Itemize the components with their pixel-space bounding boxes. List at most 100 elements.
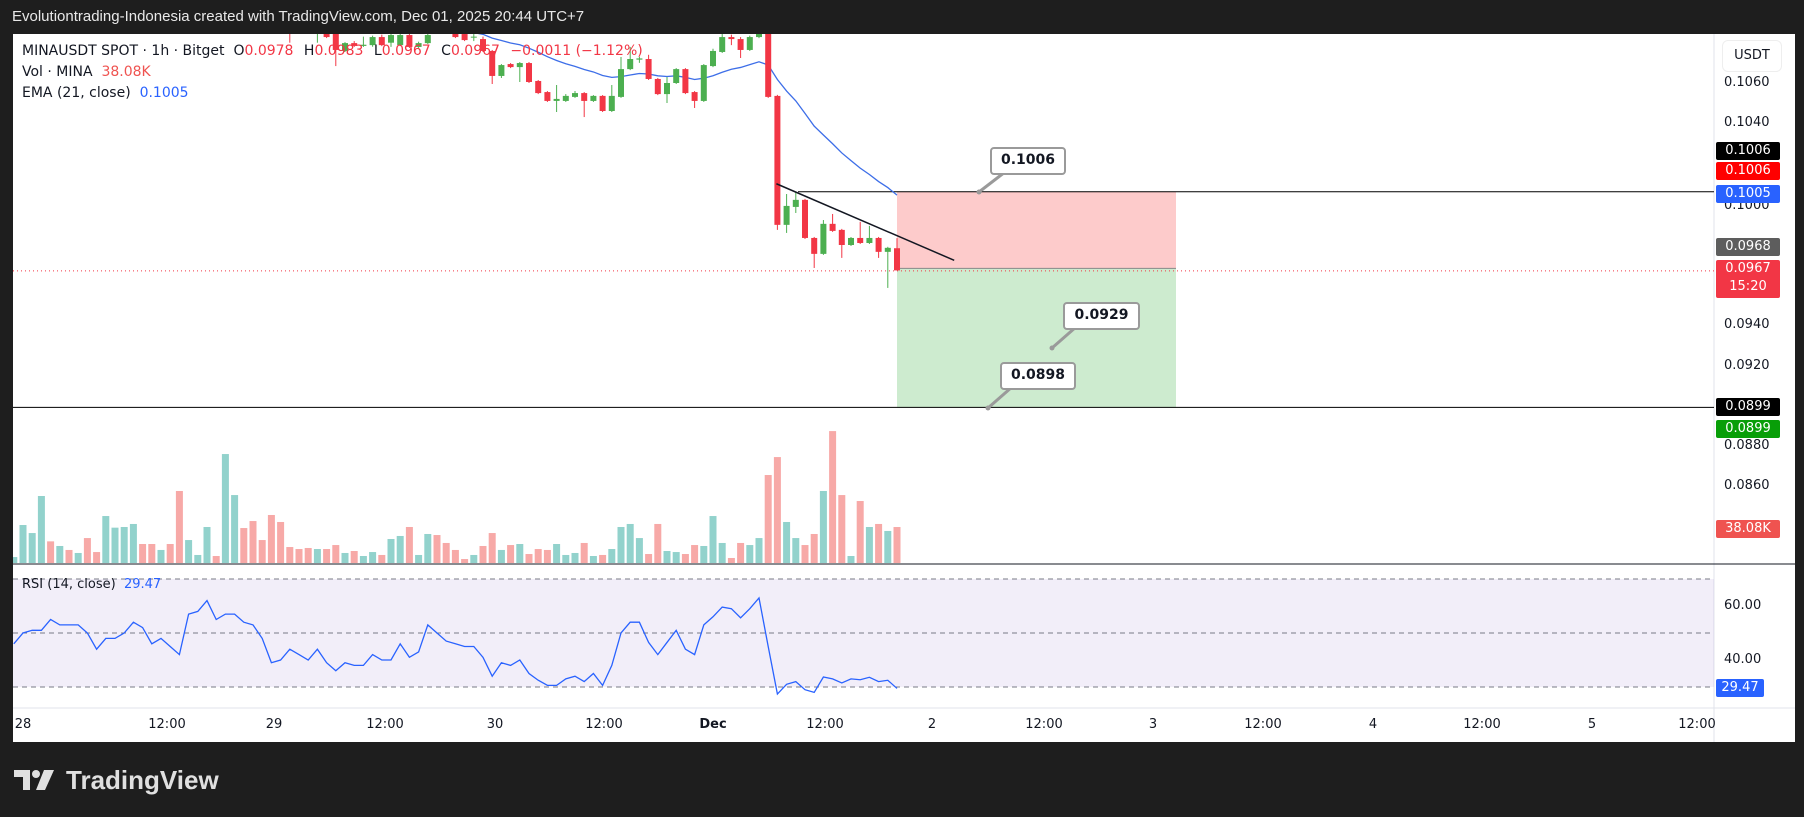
volume-bar (258, 540, 266, 563)
volume-bar (295, 549, 303, 563)
volume-bar (129, 523, 137, 563)
time-tick: 3 (1148, 717, 1158, 732)
candle-down (378, 37, 385, 46)
candle-up (20, 10, 26, 18)
candle-down (66, 0, 72, 2)
candle-up (710, 50, 716, 67)
low-label: L (373, 43, 382, 59)
candle-down (811, 237, 818, 254)
target-badge: 0.0899 (1716, 420, 1780, 438)
volume-bar (709, 516, 717, 563)
candle-up (415, 43, 422, 47)
volume-bar (221, 454, 229, 563)
currency-button[interactable]: USDT (1722, 40, 1782, 72)
symbol-legend[interactable]: MINAUSDT SPOT · 1h · Bitget O0.0978 H0.0… (22, 43, 649, 59)
candle-down (802, 199, 808, 238)
volume-bar (470, 554, 478, 563)
callout-anchor (1049, 345, 1055, 351)
candle-down (507, 64, 514, 68)
candle-up (424, 35, 431, 44)
callout-pointer (987, 385, 1013, 410)
candle-down (268, 0, 274, 12)
time-tick: 12:00 (585, 717, 623, 732)
volume-bar (479, 545, 487, 563)
volume-bar (884, 530, 892, 563)
ema-legend[interactable]: EMA (21, close) 0.1005 (22, 85, 189, 101)
time-tick: 12:00 (148, 717, 186, 732)
candle-up (103, 4, 109, 12)
candle-up (553, 98, 560, 101)
time-tick: 12:00 (1025, 717, 1063, 732)
candle-up (29, 8, 35, 10)
candle-down (452, 34, 459, 38)
candle-up (783, 205, 790, 225)
callout-stop[interactable]: 0.1006 (990, 147, 1066, 175)
time-tick: 12:00 (1678, 717, 1716, 732)
volume-bar (203, 526, 211, 563)
volume-legend[interactable]: Vol · MINA 38.08K (22, 64, 157, 80)
volume-bar (120, 526, 128, 563)
volume-bar (599, 554, 607, 563)
stop-loss-zone (897, 191, 1176, 269)
tradingview-logo-icon (14, 770, 54, 790)
open-value: 0.0978 (244, 43, 294, 59)
volume-bar (525, 554, 533, 563)
callout-mid[interactable]: 0.0929 (1063, 302, 1140, 330)
volume-bar (801, 545, 809, 563)
candle-down (406, 35, 413, 47)
volume-bar (37, 495, 45, 563)
volume-bar (773, 457, 781, 563)
rsi-legend[interactable]: RSI (14, close) 29.47 (22, 577, 161, 592)
callout-anchor (985, 405, 991, 411)
candle-down (84, 0, 90, 8)
price-tick: 0.0940 (1724, 317, 1770, 332)
high-value: 0.0983 (314, 43, 364, 59)
candle-down (296, 25, 302, 31)
time-tick: 12:00 (806, 717, 844, 732)
candle-up (866, 237, 873, 243)
volume-bar (83, 538, 91, 563)
volume-bar (543, 549, 551, 563)
volume-bar (783, 521, 791, 563)
time-tick: 29 (265, 717, 283, 732)
volume-bar (378, 554, 386, 563)
stop-badge: 0.1006 (1716, 162, 1780, 180)
prev-close-badge: 0.0968 (1716, 238, 1780, 256)
candle-up (664, 83, 670, 95)
low-value: 0.0967 (381, 43, 431, 59)
volume-bar (13, 557, 18, 563)
candle-up (848, 237, 854, 246)
candle-down (682, 69, 689, 94)
candle-down (305, 31, 311, 32)
high-label: H (303, 43, 315, 59)
callout-target[interactable]: 0.0898 (1000, 362, 1076, 390)
candle-down (176, 6, 182, 12)
candle-up (608, 95, 615, 112)
rsi-badge: 29.47 (1716, 679, 1764, 697)
volume-value: 38.08K (101, 64, 151, 80)
volume-bar (571, 552, 579, 563)
candle-down (48, 0, 54, 4)
rsi-tick: 60.00 (1724, 598, 1762, 613)
volume-bar (810, 533, 818, 563)
candle-up (470, 36, 477, 38)
candle-down (480, 39, 486, 51)
candle-up (590, 95, 597, 101)
candle-up (112, 4, 118, 5)
candle-up (719, 37, 726, 52)
candle-down (838, 229, 845, 246)
rsi-label: RSI (14, close) (22, 577, 116, 592)
candle-down (434, 31, 440, 32)
tradingview-logo[interactable]: TradingView (14, 764, 219, 796)
candle-up (673, 69, 680, 83)
callout-pointer (1051, 325, 1077, 350)
bar-countdown: 15:20 (1729, 279, 1767, 294)
volume-bar (323, 549, 331, 563)
volume-bar (691, 545, 699, 563)
volume-bar (56, 545, 64, 563)
candle-up (792, 199, 799, 207)
volume-bar (166, 544, 174, 563)
candle-down (691, 92, 698, 101)
candle-down (829, 223, 836, 231)
